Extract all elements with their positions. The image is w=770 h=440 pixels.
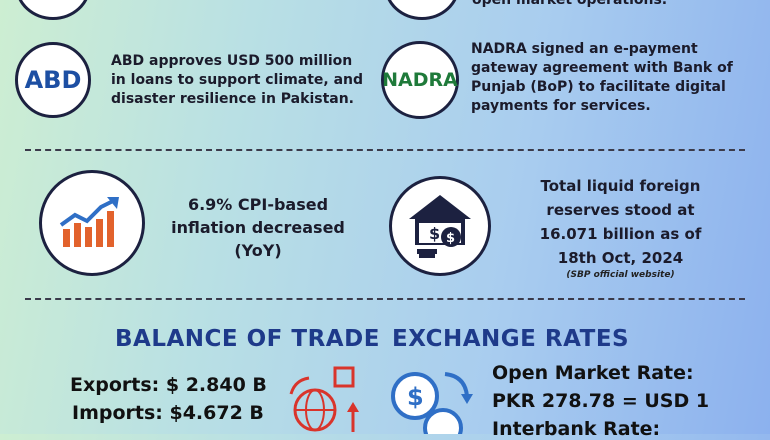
abd-logo: ABD	[24, 66, 82, 94]
open-market-label: Open Market Rate:	[492, 362, 694, 384]
exchange-rates-heading: EXCHANGE RATES	[392, 326, 630, 352]
nadra-logo-circle: NADRA	[381, 41, 459, 119]
currency-exchange-icon: $	[391, 372, 473, 434]
divider-1	[25, 149, 745, 151]
divider-2	[25, 298, 745, 300]
balance-of-trade-heading: BALANCE OF TRADE	[115, 326, 380, 352]
top-right-icon-circle	[384, 0, 460, 20]
bank-money-icon: $ $	[409, 195, 471, 258]
interbank-label: Interbank Rate:	[492, 418, 661, 440]
svg-text:$: $	[407, 383, 424, 411]
imports-value: Imports: $4.672 B	[72, 402, 264, 424]
inflation-text: 6.9% CPI-based inflation decreased (YoY)	[171, 195, 345, 260]
top-left-icon-circle	[15, 0, 91, 20]
inflation-icon-circle	[39, 170, 145, 276]
abd-news-text: ABD approves USD 500 million in loans to…	[111, 53, 364, 107]
reserves-icon-circle: $ $	[389, 176, 491, 276]
globe-trade-icon	[289, 366, 359, 432]
abd-logo-circle: ABD	[15, 42, 91, 118]
nadra-news-text: NADRA signed an e-payment gateway agreem…	[471, 41, 733, 114]
svg-text:$: $	[429, 224, 440, 243]
reserves-source: (SBP official website)	[566, 270, 675, 280]
svg-text:$: $	[446, 231, 455, 246]
open-market-value: PKR 278.78 = USD 1	[492, 390, 710, 412]
nadra-logo: NADRA	[382, 69, 458, 91]
chart-growth-icon	[59, 197, 119, 247]
top-partial-text: open market operations.	[472, 0, 668, 8]
exports-value: Exports: $ 2.840 B	[70, 374, 267, 396]
reserves-text: Total liquid foreign reserves stood at 1…	[539, 177, 702, 267]
